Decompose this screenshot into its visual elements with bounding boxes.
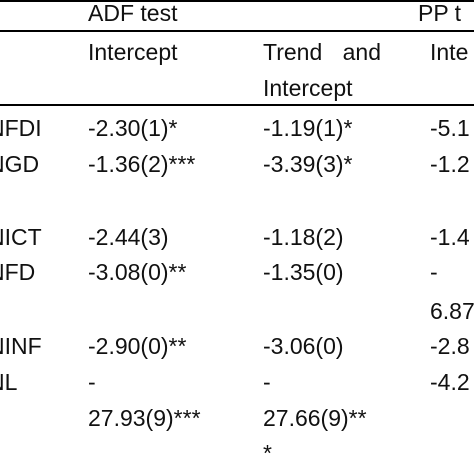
- cell-nfdi-adf-intercept: -2.30(1)*: [88, 115, 178, 141]
- cell-nl-adf-intercept: -: [88, 369, 96, 395]
- header-adf-intercept: Intercept: [88, 39, 178, 65]
- cell-nfd-adf-intercept: -3.08(0)**: [88, 259, 187, 285]
- cell-nict-pp-intercept: -1.4: [430, 224, 470, 250]
- cell-ninf-adf-intercept: -2.90(0)**: [88, 333, 187, 359]
- row-label-nl: NL: [0, 369, 18, 395]
- row-label-ninf: NINF: [0, 333, 42, 359]
- cell-nl-adf-trend: -: [263, 369, 271, 395]
- cell-nfdi-pp-intercept: -5.1: [430, 115, 470, 141]
- cell-ngd-adf-intercept: -1.36(2)***: [88, 151, 196, 177]
- header-pp-test: PP t: [418, 0, 462, 26]
- group-header-rule: [0, 30, 474, 32]
- cell-nfd-adf-trend: -1.35(0): [263, 259, 344, 285]
- row-label-nict: NICT: [0, 224, 42, 250]
- cell-ngd-pp-intercept: -1.2: [430, 151, 470, 177]
- cell-ninf-pp-intercept: -2.8: [430, 333, 470, 359]
- cell-nfd-pp-intercept: -: [430, 259, 438, 285]
- cell-nfd-pp-intercept-cont: 6.87: [430, 298, 474, 324]
- row-label-nfd: NFD: [0, 259, 36, 285]
- cell-nict-adf-intercept: -2.44(3): [88, 224, 169, 250]
- cell-nict-adf-trend: -1.18(2): [263, 224, 344, 250]
- cell-nfdi-adf-trend: -1.19(1)*: [263, 115, 353, 141]
- header-adf-trend-line2: Intercept: [263, 75, 353, 101]
- cell-nl-adf-trend-cont: 27.66(9)**: [263, 405, 367, 431]
- cell-ngd-adf-trend: -3.39(3)*: [263, 151, 353, 177]
- row-label-nfdi: NFDI: [0, 115, 42, 141]
- header-pp-intercept: Inte: [430, 39, 469, 65]
- cell-nl-adf-intercept-cont: 27.93(9)***: [88, 405, 201, 431]
- cell-ninf-adf-trend: -3.06(0): [263, 333, 344, 359]
- table-top-rule: [0, 0, 474, 2]
- cell-nl-adf-trend-cont2: *: [263, 440, 272, 466]
- header-adf-trend-line1: Trend and: [263, 39, 381, 65]
- row-label-ngd: NGD: [0, 151, 40, 177]
- cell-nl-pp-intercept: -4.2: [430, 369, 470, 395]
- subheader-rule: [0, 104, 474, 106]
- header-adf-test: ADF test: [88, 0, 178, 26]
